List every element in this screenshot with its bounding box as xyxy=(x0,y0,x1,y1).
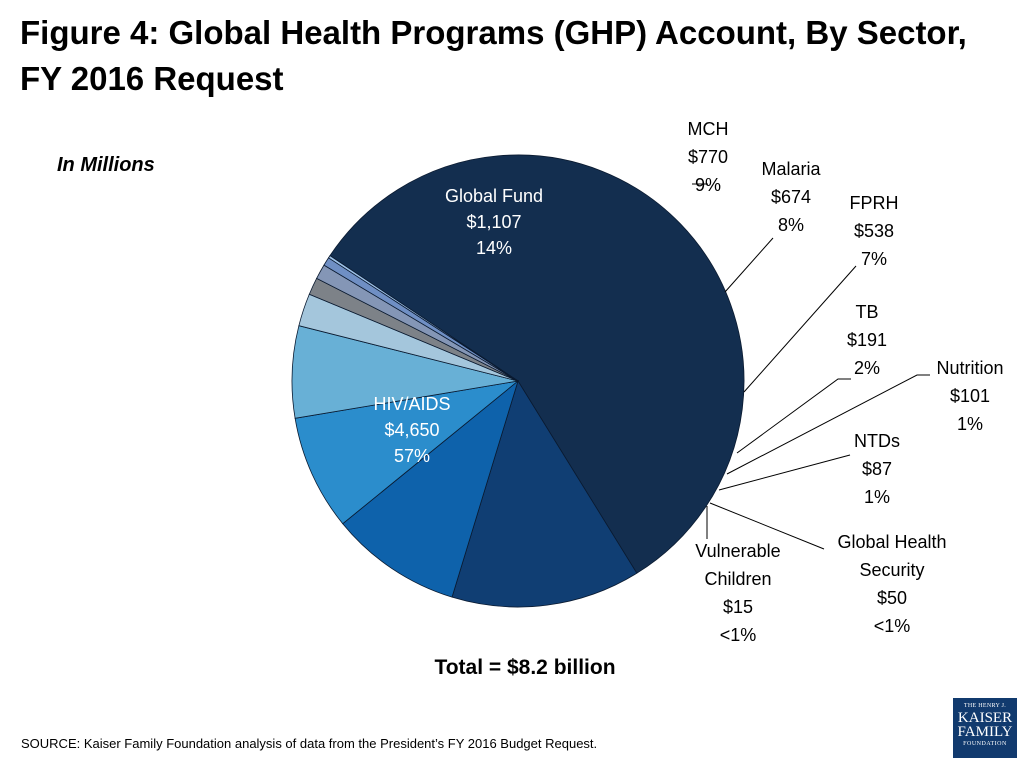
slice-percent-label: 1% xyxy=(957,414,983,434)
pie-slice-mch xyxy=(342,379,519,598)
slice-name-label: NTDs xyxy=(854,431,900,451)
logo-line3: FAMILY xyxy=(957,724,1013,740)
slice-value-label: $191 xyxy=(847,330,887,350)
slice-value-label: $674 xyxy=(771,187,811,207)
kff-logo: THE HENRY J. KAISER FAMILY FOUNDATION xyxy=(953,698,1017,758)
slice-value-label: $101 xyxy=(950,386,990,406)
pie-slice-global-fund xyxy=(451,380,638,608)
slice-percent-label: <1% xyxy=(720,625,757,645)
slice-name-label: Global Fund xyxy=(445,186,543,206)
slice-name-label: Children xyxy=(704,569,771,589)
slice-label-global-health-security: Global Health Security $50 <1% xyxy=(837,532,946,636)
pie-chart: HIV/AIDS $4,650 57% Global Fund $1,107 14% MCH… xyxy=(291,119,1004,645)
leader-line-malaria xyxy=(724,237,774,293)
slice-percent-label: 1% xyxy=(864,487,890,507)
logo-line2: KAISER xyxy=(957,710,1013,726)
total-label: Total = $8.2 billion xyxy=(434,656,616,679)
slice-value-label: $15 xyxy=(723,597,753,617)
leader-line-global-health-security xyxy=(709,502,825,550)
slice-value-label: $50 xyxy=(877,588,907,608)
slice-label-malaria: Malaria $674 8% xyxy=(761,159,821,235)
slice-label-nutrition: Nutrition $101 1% xyxy=(936,358,1003,434)
slice-value-label: $4,650 xyxy=(384,420,439,440)
slice-value-label: $538 xyxy=(854,221,894,241)
slice-label-fprh: FPRH $538 7% xyxy=(850,193,899,269)
slice-name-label: MCH xyxy=(688,119,729,139)
slice-name-label: Vulnerable xyxy=(695,541,780,561)
slice-percent-label: <1% xyxy=(874,616,911,636)
slice-percent-label: 14% xyxy=(476,238,512,258)
leader-line-fprh xyxy=(743,265,857,393)
slice-name-label: Security xyxy=(859,560,924,580)
logo-line1: THE HENRY J. xyxy=(963,703,1007,709)
unit-note: In Millions xyxy=(57,154,155,176)
chart-title: Figure 4: Global Health Programs (GHP) A… xyxy=(20,10,1010,102)
source-note: SOURCE: Kaiser Family Foundation analysi… xyxy=(21,736,598,751)
chart-title-line1: Figure 4: Global Health Programs (GHP) A… xyxy=(20,14,967,51)
slice-value-label: $1,107 xyxy=(466,212,521,232)
slice-label-global-fund: Global Fund $1,107 14% xyxy=(445,186,543,258)
slice-label-mch: MCH $770 9% xyxy=(688,119,729,195)
slice-label-ntds: NTDs $87 1% xyxy=(854,431,900,507)
pie-slice-hiv-aids xyxy=(329,154,745,574)
slice-percent-label: 57% xyxy=(394,446,430,466)
leader-line-tb xyxy=(736,378,851,454)
chart-title-line2: FY 2016 Request xyxy=(20,60,284,97)
slice-name-label: Nutrition xyxy=(936,358,1003,378)
slice-label-vulnerable-children: Vulnerable Children $15 <1% xyxy=(695,541,780,645)
slice-percent-label: 8% xyxy=(778,215,804,235)
slice-label-hiv-aids: HIV/AIDS $4,650 57% xyxy=(373,394,450,466)
leader-line-ntds xyxy=(718,454,851,491)
pie-slice-malaria xyxy=(294,380,520,525)
slice-percent-label: 9% xyxy=(695,175,721,195)
logo-line4: FOUNDATION xyxy=(963,741,1007,747)
slice-name-label: Global Health xyxy=(837,532,946,552)
pie-slice-vulnerable-children xyxy=(327,255,519,382)
leader-line-nutrition xyxy=(726,374,930,475)
slice-name-label: HIV/AIDS xyxy=(373,394,450,414)
slice-value-label: $87 xyxy=(862,459,892,479)
slice-name-label: FPRH xyxy=(850,193,899,213)
slice-name-label: Malaria xyxy=(761,159,821,179)
slice-percent-label: 2% xyxy=(854,358,880,378)
slice-value-label: $770 xyxy=(688,147,728,167)
slice-name-label: TB xyxy=(855,302,878,322)
slice-percent-label: 7% xyxy=(861,249,887,269)
slice-label-tb: TB $191 2% xyxy=(847,302,887,378)
